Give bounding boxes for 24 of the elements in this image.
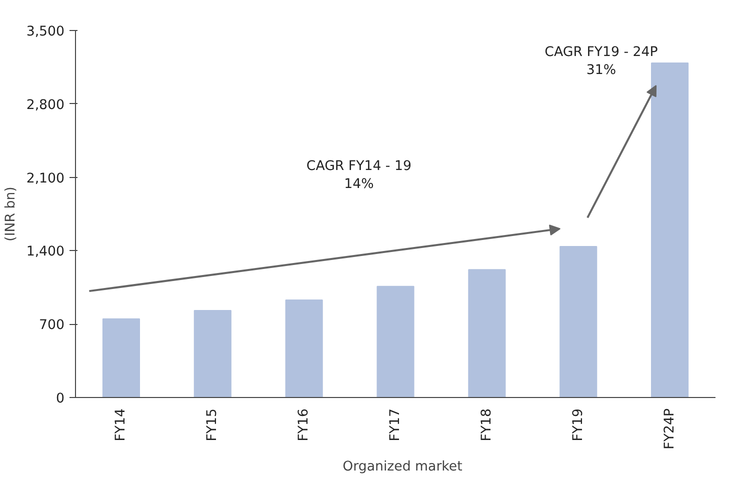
annotation: CAGR FY14 - 19 14% (306, 158, 412, 192)
x-tick-label: FY16 (296, 408, 312, 442)
y-tick-label: 2,800 (26, 98, 64, 113)
y-tick-label: 1,400 (26, 244, 64, 260)
bar (285, 299, 323, 398)
bar (376, 286, 414, 398)
x-tick-label: FY15 (205, 408, 220, 442)
bar (651, 62, 689, 398)
bar (194, 310, 232, 398)
text: Organized market (342, 460, 462, 474)
y-tick-label: 2,100 (26, 171, 64, 186)
y-tick-label: 3,500 (26, 24, 64, 40)
x-tick-label: FY18 (479, 408, 494, 442)
x-tick-label: FY19 (570, 408, 586, 442)
y-tick-label: 700 (39, 318, 65, 334)
x-tick-label: FY14 (114, 408, 129, 442)
bar (102, 318, 140, 398)
y-tick-label: 0 (56, 392, 65, 406)
bar (560, 246, 598, 398)
x-tick-label: FY24P (662, 408, 678, 450)
bar (468, 269, 506, 398)
y-axis-title: (INR bn) (3, 186, 18, 242)
annotation: CAGR FY19 - 24P 31% (544, 45, 658, 78)
x-tick-label: FY17 (388, 408, 403, 442)
